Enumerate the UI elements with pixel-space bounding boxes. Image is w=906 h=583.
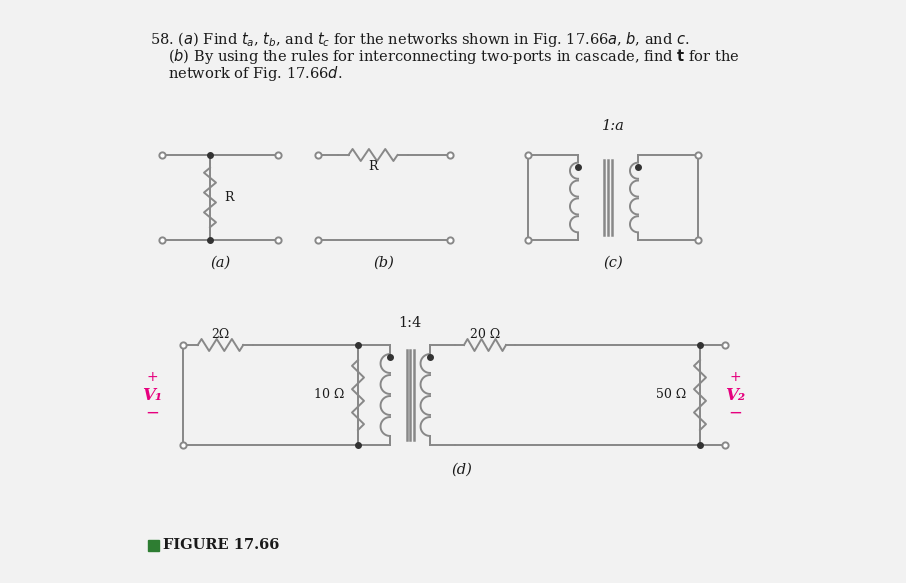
- Text: (a): (a): [210, 256, 230, 270]
- Text: 1:a: 1:a: [602, 119, 624, 133]
- Text: (d): (d): [451, 463, 472, 477]
- Text: −: −: [728, 404, 742, 422]
- Text: −: −: [145, 404, 159, 422]
- Text: 50 Ω: 50 Ω: [656, 388, 686, 402]
- Text: (b): (b): [373, 256, 394, 270]
- Text: network of Fig. 17.66$d$.: network of Fig. 17.66$d$.: [168, 64, 342, 83]
- Text: R: R: [224, 191, 234, 204]
- Text: 2Ω: 2Ω: [211, 328, 229, 342]
- Text: FIGURE 17.66: FIGURE 17.66: [163, 538, 279, 552]
- Text: +: +: [146, 370, 158, 384]
- Text: 10 Ω: 10 Ω: [313, 388, 344, 402]
- Text: +: +: [729, 370, 741, 384]
- Text: R: R: [368, 160, 378, 173]
- Text: 1:4: 1:4: [399, 316, 421, 330]
- Text: V₁: V₁: [142, 387, 162, 403]
- Text: ($b$) By using the rules for interconnecting two-ports in cascade, find $\mathbf: ($b$) By using the rules for interconnec…: [168, 47, 739, 66]
- Text: V₂: V₂: [725, 387, 745, 403]
- Text: 20 Ω: 20 Ω: [470, 328, 500, 342]
- Bar: [148, 540, 159, 551]
- Text: (c): (c): [603, 256, 623, 270]
- Text: 58. ($a$) Find $t_a$, $t_b$, and $t_c$ for the networks shown in Fig. 17.66$a$, : 58. ($a$) Find $t_a$, $t_b$, and $t_c$ f…: [150, 30, 689, 49]
